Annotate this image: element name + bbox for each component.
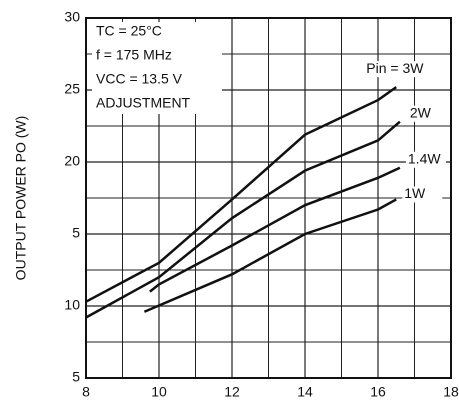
plot-frame (85, 17, 452, 379)
x-tick-label: 16 (370, 384, 386, 400)
x-tick-label: 18 (443, 384, 459, 400)
annotation: VCC = 13.5 V (96, 71, 183, 87)
series-line (143, 198, 397, 313)
y-axis-label: OUTPUT POWER PO (W) (13, 116, 29, 281)
legend-bg (402, 186, 443, 203)
annotation: f = 175 MHz (96, 47, 172, 63)
x-tick-label: 10 (151, 384, 167, 400)
series-line (85, 120, 401, 319)
annotation-box (92, 22, 222, 114)
y-tick-label: 20 (64, 153, 80, 169)
annotation: TC = 25°C (96, 23, 162, 39)
legend-label: 2W (410, 104, 432, 120)
legend-label: 1.4W (408, 150, 441, 166)
annotation: ADJUSTMENT (96, 95, 191, 111)
legend-bg (364, 61, 431, 78)
x-tick-label: 12 (224, 384, 240, 400)
legend-label: 1W (404, 185, 426, 201)
y-tick-label: 5 (72, 225, 80, 241)
y-tick-label: 10 (64, 297, 80, 313)
series-line (85, 86, 397, 303)
legend-label: Pin = 3W (366, 60, 424, 76)
series-line (149, 166, 401, 293)
y-tick-label: 5 (72, 369, 80, 385)
y-tick-label: 25 (64, 81, 80, 97)
y-tick-label: 30 (64, 9, 80, 25)
x-tick-label: 8 (82, 384, 90, 400)
x-tick-label: 14 (297, 384, 313, 400)
legend-bg (405, 151, 446, 168)
legend-bg (407, 105, 448, 122)
